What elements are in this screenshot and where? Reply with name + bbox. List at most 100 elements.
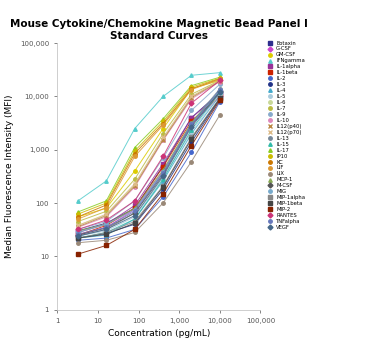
Line: MIP-1beta: MIP-1beta (76, 97, 222, 240)
Line: IL-4: IL-4 (76, 94, 222, 240)
IL-5 (161, 175, 165, 180)
KC (104, 203, 109, 207)
G-CSF (189, 122, 194, 126)
TNFalpha (104, 225, 109, 229)
IL-13 (161, 170, 165, 174)
RANTES (133, 199, 137, 203)
IL-9 (218, 82, 222, 86)
M-CSF (133, 211, 137, 215)
MCP-1 (218, 88, 222, 93)
MIG (76, 230, 80, 235)
IL-17 (161, 117, 165, 121)
VEGF (161, 174, 165, 178)
LIF (161, 123, 165, 127)
IL-2 (76, 238, 80, 242)
Line: IL-13: IL-13 (76, 87, 222, 238)
KC (133, 151, 137, 156)
IL-6 (189, 94, 194, 99)
MIP-1beta (218, 96, 222, 100)
IL-1beta (104, 223, 109, 228)
IL-1beta (189, 118, 194, 123)
TNFalpha (76, 232, 80, 237)
Line: IL-6: IL-6 (76, 80, 222, 227)
IL-10 (133, 185, 137, 189)
IL-6 (161, 137, 165, 141)
G-CSF (104, 225, 109, 229)
Line: KC: KC (76, 77, 222, 219)
IL-10 (104, 215, 109, 219)
IL-2 (189, 150, 194, 154)
IL-10 (76, 225, 80, 229)
LIX (133, 230, 137, 235)
IL12(p70) (218, 78, 222, 82)
IL-4 (161, 179, 165, 183)
IL-15 (161, 177, 165, 181)
VEGF (133, 213, 137, 218)
IL-1alpha (189, 116, 194, 120)
IL-4 (133, 217, 137, 221)
Eotaxin (76, 229, 80, 233)
Eotaxin (189, 116, 194, 120)
IL-7 (76, 219, 80, 224)
Line: RANTES: RANTES (76, 79, 222, 231)
MIP-2 (76, 252, 80, 256)
Line: IL-10: IL-10 (76, 80, 222, 229)
TNFalpha (133, 209, 137, 213)
MIP-2 (104, 243, 109, 248)
IL-4 (76, 236, 80, 240)
Line: IL-9: IL-9 (76, 82, 222, 231)
Line: IL-3: IL-3 (76, 97, 222, 240)
IL-1beta (161, 165, 165, 169)
IL-9 (161, 156, 165, 160)
IL-1alpha (218, 92, 222, 96)
VEGF (189, 125, 194, 129)
IP10 (76, 212, 80, 216)
G-CSF (161, 169, 165, 173)
Line: IL-5: IL-5 (76, 93, 222, 238)
MCP-1 (189, 121, 194, 125)
IL-2 (133, 227, 137, 231)
IL12(p40) (218, 79, 222, 83)
IL-3 (104, 231, 109, 235)
MIP-1alpha (76, 236, 80, 240)
LIX (76, 240, 80, 245)
GM-CSF (161, 126, 165, 131)
Line: IL-1alpha: IL-1alpha (76, 93, 222, 234)
IL-5 (133, 215, 137, 219)
IL-17 (133, 145, 137, 150)
IP10 (161, 119, 165, 123)
RANTES (161, 154, 165, 158)
Title: Mouse Cytokine/Chemokine Magnetic Bead Panel I
Standard Curves: Mouse Cytokine/Chemokine Magnetic Bead P… (10, 19, 308, 41)
GM-CSF (76, 215, 80, 219)
MIP-1beta (189, 137, 194, 141)
LIX (218, 113, 222, 117)
LIF (104, 206, 109, 210)
IL-2 (218, 99, 222, 104)
IL-5 (189, 129, 194, 134)
RANTES (104, 218, 109, 222)
IL-13 (218, 86, 222, 91)
IL-2 (161, 195, 165, 199)
IL-6 (104, 213, 109, 217)
IL12(p40) (133, 184, 137, 188)
MIP-1alpha (161, 184, 165, 188)
Line: G-CSF: G-CSF (76, 95, 222, 237)
IL-3 (218, 97, 222, 101)
IFNgamma (133, 126, 137, 131)
IL-15 (76, 236, 80, 240)
IL12(p70) (161, 135, 165, 140)
MIP-1alpha (133, 219, 137, 224)
IL-10 (161, 138, 165, 143)
IL-5 (76, 234, 80, 238)
IL-7 (189, 92, 194, 96)
GM-CSF (189, 86, 194, 91)
IL-1beta (218, 94, 222, 99)
IL-3 (76, 236, 80, 240)
MIP-1alpha (189, 135, 194, 140)
VEGF (218, 90, 222, 94)
M-CSF (218, 89, 222, 94)
IL12(p70) (104, 212, 109, 216)
IL-5 (104, 229, 109, 233)
MCP-1 (133, 206, 137, 210)
IFNgamma (76, 199, 80, 203)
